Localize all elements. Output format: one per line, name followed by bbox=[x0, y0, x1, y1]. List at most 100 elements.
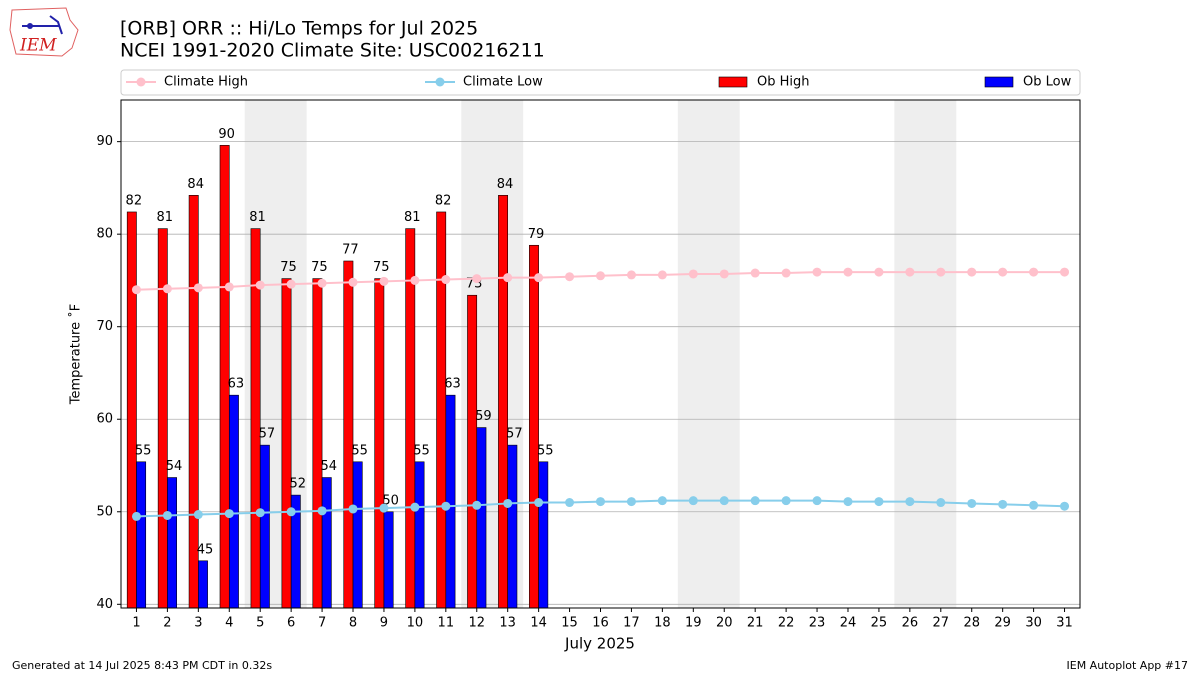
legend-swatch bbox=[435, 77, 445, 87]
point bbox=[1060, 267, 1070, 277]
data-label: 75 bbox=[280, 260, 297, 275]
legend-swatch bbox=[984, 76, 1014, 88]
data-label: 84 bbox=[497, 177, 514, 192]
x-tick-label: 19 bbox=[685, 616, 702, 631]
point bbox=[1060, 501, 1070, 511]
bar bbox=[352, 461, 363, 609]
point bbox=[379, 276, 389, 286]
weekend-shade bbox=[677, 100, 740, 608]
point bbox=[162, 510, 172, 520]
point bbox=[781, 268, 791, 278]
legend-swatch bbox=[718, 76, 748, 88]
bar bbox=[507, 444, 518, 609]
bar bbox=[383, 511, 394, 609]
legend-box bbox=[120, 69, 1081, 96]
point bbox=[534, 273, 544, 283]
x-tick-label: 9 bbox=[380, 616, 388, 631]
x-tick-label: 5 bbox=[256, 616, 264, 631]
x-tick-label: 30 bbox=[1025, 616, 1042, 631]
y-tick-label: 50 bbox=[96, 504, 113, 519]
point bbox=[348, 277, 358, 287]
x-tick-label: 12 bbox=[468, 616, 485, 631]
x-tick-label: 20 bbox=[716, 616, 733, 631]
data-label: 57 bbox=[259, 427, 276, 442]
data-label: 52 bbox=[290, 477, 307, 492]
legend-label: Ob Low bbox=[1023, 75, 1072, 90]
bar bbox=[529, 244, 539, 609]
footer-left: Generated at 14 Jul 2025 8:43 PM CDT in … bbox=[12, 659, 272, 672]
x-tick-label: 10 bbox=[407, 616, 424, 631]
bar bbox=[126, 211, 137, 609]
bar bbox=[321, 477, 332, 609]
bar bbox=[414, 461, 425, 609]
point bbox=[379, 503, 389, 513]
x-tick-label: 3 bbox=[194, 616, 202, 631]
data-label: 54 bbox=[320, 459, 337, 474]
legend-label: Climate Low bbox=[463, 75, 543, 90]
x-tick-label: 8 bbox=[349, 616, 357, 631]
legend-label: Climate High bbox=[164, 75, 248, 90]
point bbox=[657, 496, 667, 506]
x-tick-label: 4 bbox=[225, 616, 233, 631]
x-tick-label: 18 bbox=[654, 616, 671, 631]
point bbox=[657, 270, 667, 280]
data-label: 84 bbox=[187, 177, 204, 192]
bar bbox=[281, 278, 292, 609]
x-tick-label: 29 bbox=[994, 616, 1011, 631]
point bbox=[193, 283, 203, 293]
bar bbox=[476, 427, 487, 609]
point bbox=[441, 501, 451, 511]
point bbox=[317, 278, 327, 288]
legend-label: Ob High bbox=[757, 75, 810, 90]
point bbox=[843, 497, 853, 507]
data-label: 90 bbox=[218, 127, 235, 142]
data-label: 75 bbox=[373, 260, 390, 275]
x-tick-label: 31 bbox=[1056, 616, 1073, 631]
y-tick-label: 80 bbox=[96, 227, 113, 242]
data-label: 45 bbox=[197, 542, 214, 557]
legend-swatch bbox=[136, 77, 146, 87]
bar bbox=[445, 394, 456, 609]
point bbox=[596, 271, 605, 281]
chart-subtitle: NCEI 1991-2020 Climate Site: USC00216211 bbox=[120, 40, 545, 62]
data-label: 82 bbox=[435, 193, 452, 208]
point bbox=[503, 273, 513, 283]
point bbox=[812, 267, 822, 277]
data-label: 63 bbox=[228, 377, 245, 392]
point bbox=[998, 267, 1008, 277]
y-axis-label: Temperature ˚F bbox=[68, 304, 84, 405]
x-axis-label: July 2025 bbox=[564, 635, 635, 653]
x-tick-label: 23 bbox=[809, 616, 826, 631]
x-tick-label: 14 bbox=[530, 616, 547, 631]
point bbox=[503, 498, 513, 508]
point bbox=[626, 270, 636, 280]
plot-frame bbox=[120, 99, 1081, 609]
x-tick-label: 26 bbox=[902, 616, 919, 631]
point bbox=[1029, 267, 1039, 277]
bar bbox=[436, 211, 447, 609]
chart-title: [ORB] ORR :: Hi/Lo Temps for Jul 2025 bbox=[120, 18, 478, 40]
bar bbox=[198, 560, 208, 609]
data-label: 55 bbox=[135, 443, 152, 458]
point bbox=[317, 506, 327, 516]
point bbox=[688, 496, 698, 506]
x-tick-label: 17 bbox=[623, 616, 640, 631]
y-tick-label: 40 bbox=[96, 597, 113, 612]
bar bbox=[167, 477, 177, 609]
point bbox=[967, 267, 977, 277]
point bbox=[410, 275, 420, 285]
footer-right: IEM Autoplot App #17 bbox=[1067, 659, 1189, 672]
point bbox=[874, 497, 884, 507]
point bbox=[719, 496, 729, 506]
point bbox=[286, 507, 296, 517]
bar bbox=[136, 461, 147, 609]
point bbox=[472, 274, 482, 284]
point bbox=[348, 504, 358, 514]
y-tick-label: 60 bbox=[96, 412, 113, 427]
x-tick-label: 13 bbox=[499, 616, 516, 631]
data-label: 75 bbox=[311, 260, 328, 275]
point bbox=[255, 280, 265, 290]
point bbox=[131, 511, 141, 521]
point bbox=[441, 275, 451, 285]
bar bbox=[259, 444, 270, 609]
